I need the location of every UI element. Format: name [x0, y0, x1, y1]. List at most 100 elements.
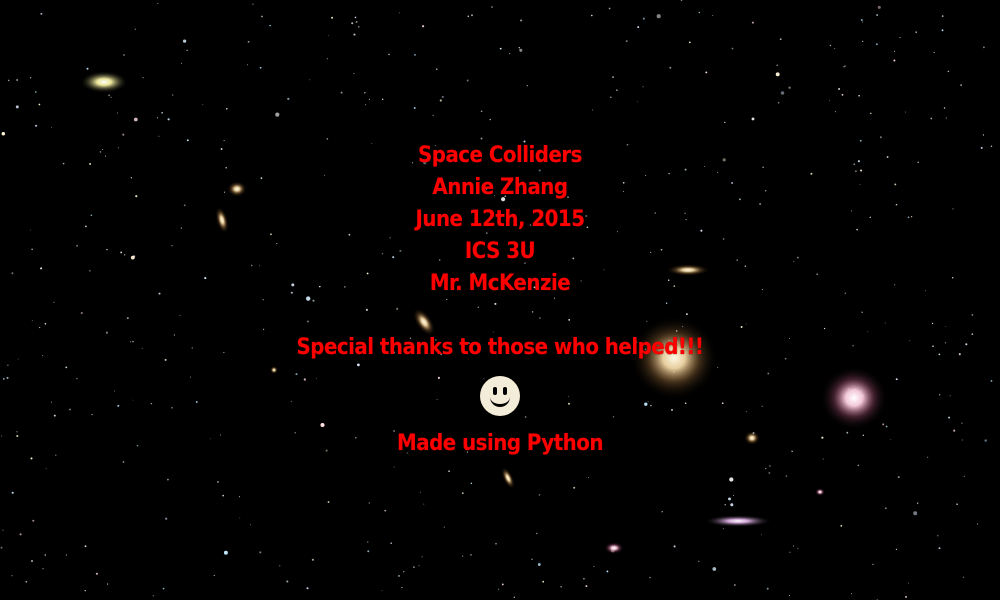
star [470, 554, 472, 556]
star [780, 91, 785, 95]
star [893, 59, 896, 62]
star [171, 407, 173, 409]
star [745, 323, 747, 325]
star [99, 151, 102, 153]
star [961, 422, 963, 424]
star [721, 402, 724, 405]
star [156, 117, 159, 119]
star [841, 94, 844, 96]
star [859, 139, 862, 142]
star [403, 571, 405, 573]
star [7, 79, 10, 82]
star [357, 363, 360, 367]
galaxy [501, 466, 515, 490]
star [306, 296, 311, 301]
star [223, 140, 225, 142]
star [821, 436, 824, 439]
star [50, 401, 52, 403]
star [366, 272, 369, 275]
star [316, 378, 317, 379]
star [392, 256, 395, 259]
star [533, 286, 536, 289]
star [399, 249, 402, 252]
star [422, 25, 425, 28]
star [703, 166, 705, 167]
star [775, 72, 780, 77]
star [733, 495, 735, 497]
star [789, 595, 790, 596]
star [30, 559, 34, 563]
star [943, 107, 946, 109]
star [120, 251, 123, 254]
star [926, 456, 929, 458]
star [470, 482, 473, 485]
star [765, 467, 767, 470]
star [573, 486, 576, 489]
star [172, 94, 174, 96]
star [16, 434, 19, 438]
author-name: Annie Zhang [432, 175, 568, 200]
star [239, 517, 241, 519]
star [40, 12, 43, 15]
star [110, 96, 112, 98]
release-date: June 12th, 2015 [415, 207, 585, 232]
star [876, 14, 878, 16]
star [367, 550, 370, 553]
star [526, 85, 528, 87]
star [730, 503, 734, 507]
star [846, 431, 849, 434]
star [132, 340, 134, 343]
smiley-container [0, 364, 1000, 428]
star [382, 98, 384, 100]
star [890, 439, 892, 441]
special-thanks: Special thanks to those who helped!!! [296, 335, 704, 360]
star [717, 366, 719, 368]
star [537, 563, 541, 566]
star [354, 16, 357, 19]
star [389, 237, 391, 239]
star [884, 322, 886, 324]
star [411, 162, 414, 164]
star [409, 337, 412, 340]
star [15, 105, 19, 109]
smiley-eye-left [493, 387, 497, 395]
star [519, 48, 523, 52]
star [368, 502, 371, 504]
star [6, 376, 9, 379]
star [486, 232, 488, 234]
star [566, 445, 568, 447]
star [647, 401, 649, 403]
star [971, 313, 974, 316]
star [35, 124, 38, 127]
star [204, 277, 207, 280]
star [538, 169, 541, 172]
star [423, 503, 425, 505]
galaxy [270, 366, 278, 374]
star [133, 255, 136, 258]
star [835, 111, 836, 113]
star [717, 171, 719, 174]
star [31, 248, 33, 250]
star [736, 259, 738, 261]
star [990, 145, 993, 147]
star [406, 452, 408, 454]
star [829, 100, 830, 102]
star [872, 563, 874, 566]
star [680, 0, 683, 1]
star [623, 191, 624, 192]
star [622, 181, 625, 184]
star [644, 402, 648, 406]
star [489, 118, 491, 121]
star [858, 94, 860, 97]
star [501, 583, 504, 586]
star [262, 298, 265, 301]
star [437, 376, 440, 379]
star [312, 299, 315, 302]
star [396, 307, 399, 310]
star [398, 12, 400, 14]
star [17, 358, 19, 360]
star [665, 302, 668, 304]
star [158, 135, 160, 137]
star [433, 281, 435, 283]
